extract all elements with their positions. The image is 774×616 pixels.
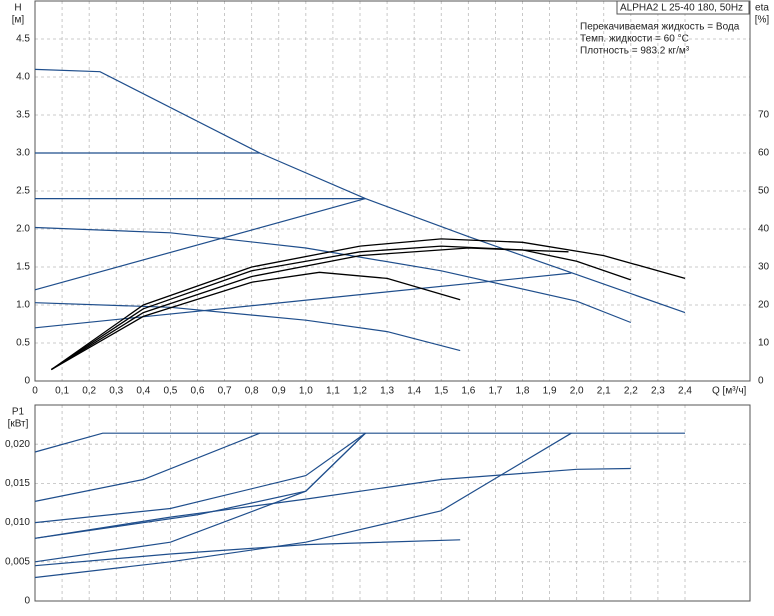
x-tick-label: 0,7 [218,386,232,397]
y-tick-label: 1.0 [16,300,30,311]
x-tick-label: 1,6 [461,386,475,397]
x-tick-label: 1,2 [353,386,367,397]
y-tick-label: 0,015 [5,478,30,489]
curve [34,302,461,352]
y-tick-label: 3.0 [16,148,30,159]
curve [50,247,569,371]
curve [50,271,461,371]
y2-tick-label: 40 [758,224,770,235]
y-tick-label: 0,005 [5,556,30,567]
x-tick-label: 2,0 [570,386,584,397]
x-tick-label: 0 [32,386,38,397]
y2-tick-label: 60 [758,148,770,159]
x-tick-label: 0,8 [245,386,259,397]
x-tick-label: 2,3 [651,386,665,397]
plot-frame [34,0,751,382]
x-tick-label: 1,5 [434,386,448,397]
info-line: Темп. жидкости = 60 °C [580,34,689,45]
y-label: H [14,3,21,14]
info-title-box [616,0,750,15]
y2-tick-label: 70 [758,110,770,121]
curve [34,432,261,502]
info-title: ALPHA2 L 25-40 180, 50Hz [620,3,743,14]
y2-tick-label: 0 [758,376,764,387]
curve [34,539,461,567]
x-label: Q [м³/ч] [712,386,747,397]
curve [34,432,366,563]
curve [34,432,366,524]
x-tick-label: 1,7 [488,386,502,397]
y2-tick-label: 30 [758,262,770,273]
y-tick-label: 3.5 [16,110,30,121]
plot-frame [34,404,751,602]
x-tick-label: 1,9 [543,386,557,397]
x-tick-label: 0,3 [109,386,123,397]
y-tick-label: 1.5 [16,262,30,273]
y-tick-label: 0 [24,596,30,607]
x-tick-label: 1,8 [516,386,530,397]
x-tick-label: 1,1 [326,386,340,397]
x-tick-label: 1,0 [299,386,313,397]
y-tick-label: 2.5 [16,186,30,197]
y2-tick-label: 20 [758,300,770,311]
x-tick-label: 0,2 [82,386,96,397]
curve [34,198,366,291]
x-tick-label: 2,1 [597,386,611,397]
x-tick-label: 2,4 [678,386,692,397]
x-tick-label: 0,6 [191,386,205,397]
curve [34,432,685,453]
y-unit: [кВт] [8,419,29,430]
x-tick-label: 2,2 [624,386,638,397]
info-line: Перекачиваемая жидкость = Вода [580,22,740,33]
curve [34,226,632,324]
y2-label: eta [755,3,769,14]
curve [50,245,632,371]
x-tick-label: 0,5 [163,386,177,397]
x-tick-label: 1,4 [407,386,421,397]
info-line: Плотность = 983.2 кг/м³ [580,46,690,57]
y2-unit: [%] [755,15,770,26]
y-tick-label: 4.0 [16,72,30,83]
x-tick-label: 1,3 [380,386,394,397]
curve [34,467,631,539]
y-tick-label: 0,020 [5,439,30,450]
y-unit: [м] [12,15,25,26]
y-tick-label: 0 [24,376,30,387]
y-tick-label: 0,010 [5,517,30,528]
x-tick-label: 0,1 [55,386,69,397]
x-tick-label: 0,4 [136,386,150,397]
y-tick-label: 2.0 [16,224,30,235]
curve [34,432,572,579]
y2-tick-label: 10 [758,338,770,349]
y2-tick-label: 50 [758,186,770,197]
y-label: P1 [12,407,25,418]
x-tick-label: 0,9 [272,386,286,397]
y-tick-label: 0.5 [16,338,30,349]
y-tick-label: 4.5 [16,34,30,45]
curve [50,238,686,371]
